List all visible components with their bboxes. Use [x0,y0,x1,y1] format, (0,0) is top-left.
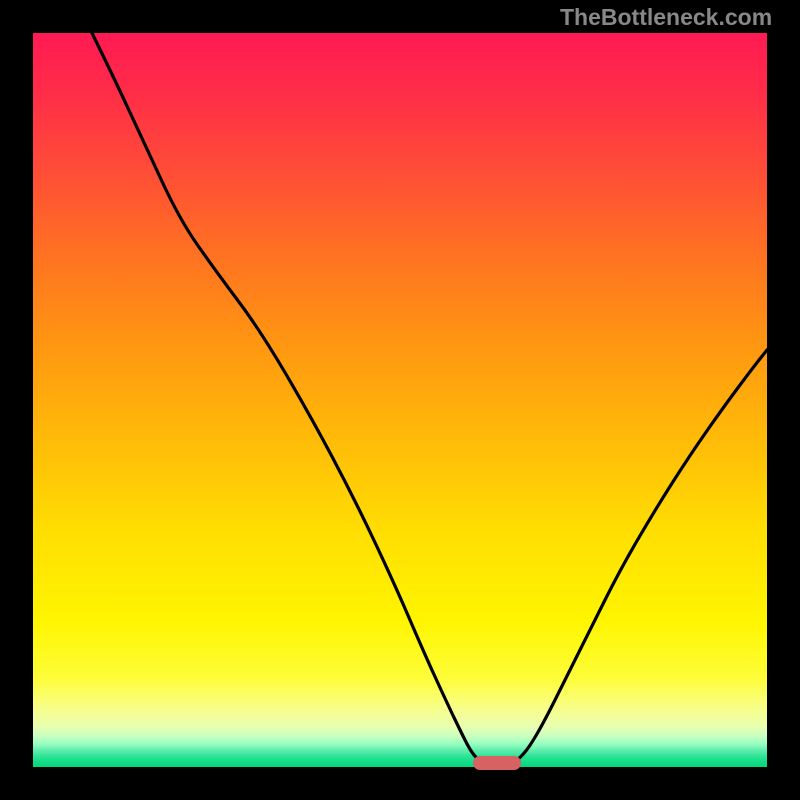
bottleneck-chart [0,0,800,800]
optimal-marker [473,756,521,770]
watermark-text: TheBottleneck.com [560,4,772,31]
chart-frame [0,0,800,800]
